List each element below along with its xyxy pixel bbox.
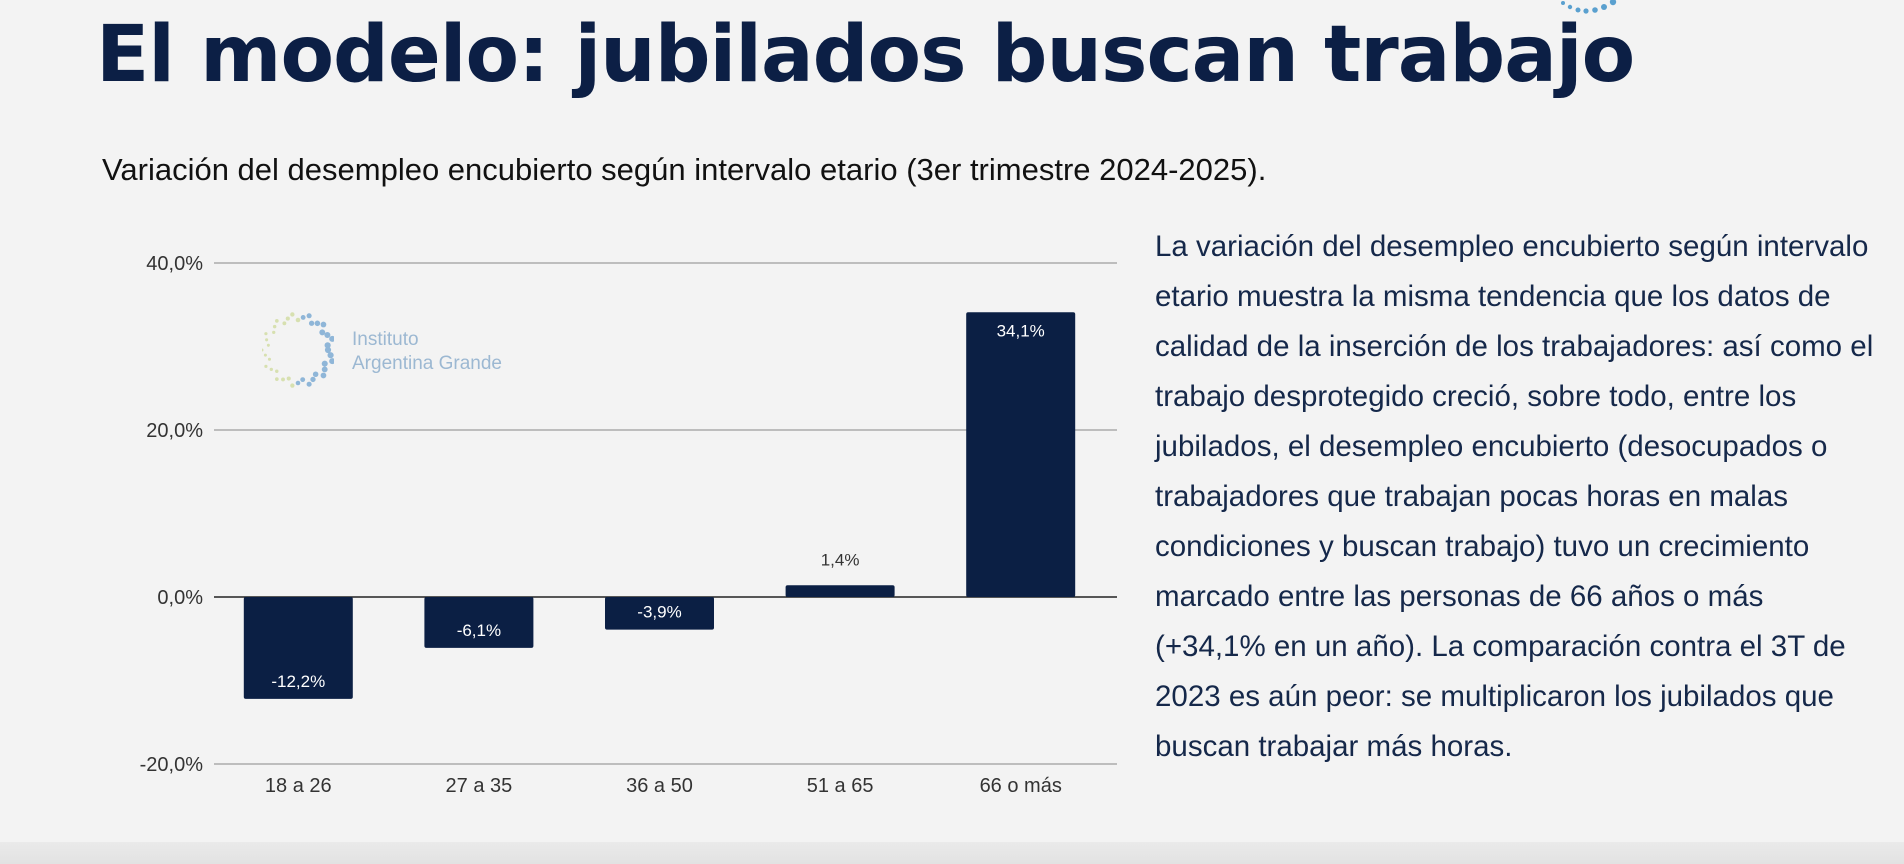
logo-dot [262,348,264,352]
logo-dot [306,313,312,319]
y-tick-label: 20,0% [146,420,203,442]
bar [424,597,534,648]
body-paragraph: La variación del desempleo encubierto se… [1155,230,1874,763]
chart-subtitle: Variación del desempleo encubierto según… [102,152,1267,187]
logo-dot [264,364,268,368]
logo-dot [286,376,291,381]
logo-dot [314,320,321,327]
corner-logo-icon [1561,0,1617,14]
logo-dot [266,343,270,347]
logo-dot [327,352,334,359]
logo-dot [275,319,279,323]
logo-dot [275,369,279,373]
logo-dot [290,383,295,388]
x-tick-label: 27 a 35 [446,775,513,797]
bar [785,585,895,597]
logo-dot [320,372,327,379]
logo-dot [320,321,327,328]
logo-dot [272,330,276,335]
watermark-text: Instituto Argentina Grande [352,328,502,376]
y-tick-label: 0,0% [157,587,203,609]
y-tick-label: -20,0% [140,754,204,776]
logo-dot [321,366,328,373]
logo-dot [300,314,306,320]
watermark-logo-icon [262,312,334,388]
logo-dot [300,377,306,383]
logo-dot [282,321,287,326]
logo-dot [329,358,334,365]
logo-dot [281,377,285,382]
logo-dot [263,353,267,357]
logo-dot [329,335,334,342]
x-tick-label: 66 o más [980,775,1062,797]
watermark-line1: Instituto [352,329,419,350]
watermark-line2: Argentina Grande [352,353,502,374]
logo-dot [272,324,277,329]
logo-dot [308,320,315,326]
logo-dot [295,317,301,323]
logo-dot [321,360,328,367]
logo-dot [324,332,331,339]
logo-dot [275,377,279,381]
x-tick-label: 18 a 26 [265,775,332,797]
bar [243,597,353,699]
data-label: -3,9% [637,603,681,622]
bar-chart: -20,0% 0,0% 20,0% 40,0% -12,2% 18 a 26 -6,1% 27… [140,253,1117,797]
logo-dot [269,367,273,372]
bottom-band [0,842,1904,864]
logo-dot [324,342,331,349]
logo-dot [264,332,268,336]
x-tick-label: 51 a 65 [807,775,874,797]
logo-dot [312,371,319,378]
logo-dot [265,338,269,342]
logo-dot [267,357,272,361]
bar [966,312,1076,597]
logo-dot [324,346,332,354]
bar [605,597,714,630]
x-tick-label: 36 a 50 [626,775,693,797]
data-label: -12,2% [271,672,325,691]
logo-dot [295,380,301,386]
data-label: 34,1% [997,321,1045,340]
logo-dot [319,329,326,336]
data-label: 1,4% [821,550,860,569]
logo-dot [310,376,316,383]
y-tick-label: 40,0% [146,253,203,275]
page-title: El modelo: jubilados buscan trabajo [96,10,1635,100]
logo-dot [285,316,290,321]
logo-dot [290,312,295,317]
logo-dot [306,381,312,387]
data-label: -6,1% [457,621,501,640]
